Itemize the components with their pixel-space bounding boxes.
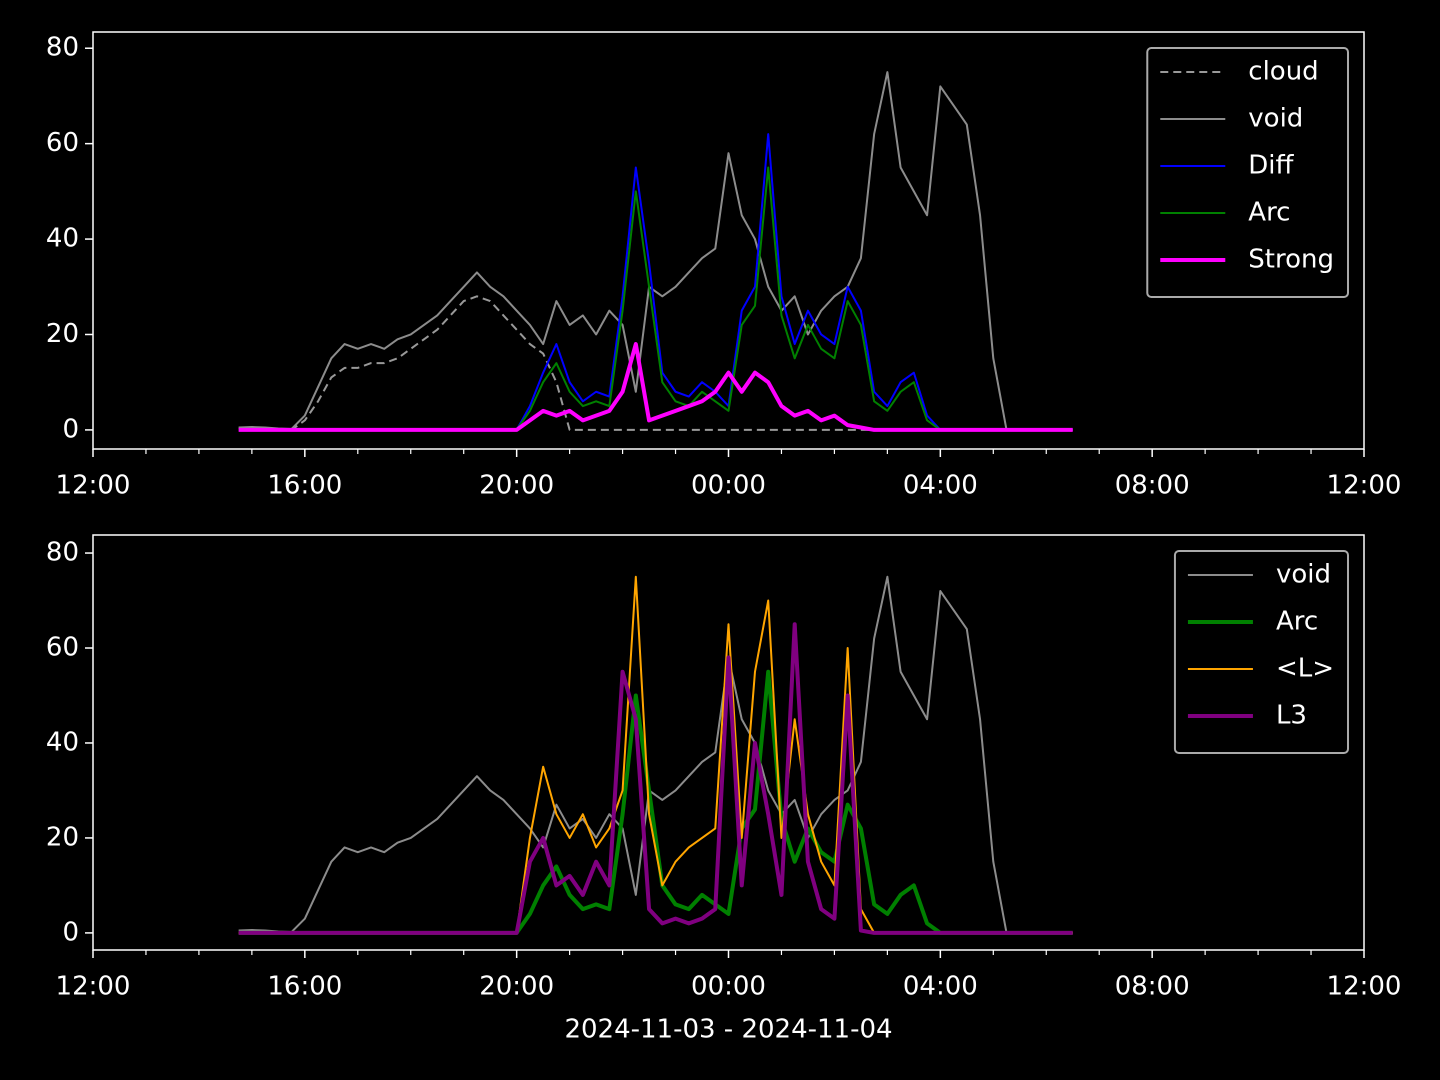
legend-label: <L> — [1276, 654, 1334, 684]
y-tick-label: 60 — [46, 633, 79, 663]
legend-label: void — [1248, 104, 1303, 134]
x-axis-label: 2024-11-03 - 2024-11-04 — [564, 1015, 892, 1045]
y-tick-label: 80 — [46, 33, 79, 63]
x-tick-label: 04:00 — [903, 471, 978, 501]
x-tick-label: 16:00 — [267, 471, 342, 501]
x-tick-label: 08:00 — [1115, 471, 1190, 501]
y-tick-label: 0 — [62, 917, 79, 947]
legend: void Arc <L> L3 — [1173, 550, 1349, 754]
y-tick-label: 20 — [46, 822, 79, 852]
x-tick-label: 12:00 — [1327, 471, 1402, 501]
legend-label: Diff — [1248, 151, 1294, 181]
x-tick-label: 20:00 — [479, 972, 554, 1002]
series-line — [238, 622, 1073, 935]
series-line — [238, 342, 1073, 432]
legend-label: Arc — [1248, 198, 1290, 228]
legend-label: Strong — [1248, 245, 1334, 275]
series-line — [238, 575, 1073, 934]
y-tick-label: 20 — [46, 319, 79, 349]
x-tick-label: 20:00 — [479, 471, 554, 501]
legend: cloud void Diff Arc Strong — [1146, 47, 1349, 298]
x-tick-label: 00:00 — [691, 972, 766, 1002]
x-tick-label: 08:00 — [1115, 972, 1190, 1002]
axes-frame — [92, 534, 1365, 951]
y-tick-label: 60 — [46, 128, 79, 158]
y-tick-label: 40 — [46, 224, 79, 254]
legend-label: void — [1276, 560, 1331, 590]
x-tick-label: 12:00 — [1327, 972, 1402, 1002]
legend-box — [1173, 550, 1349, 754]
x-tick-label: 12:00 — [56, 972, 131, 1002]
y-tick-label: 0 — [62, 414, 79, 444]
x-tick-label: 04:00 — [903, 972, 978, 1002]
legend-label: cloud — [1248, 57, 1318, 87]
y-tick-label: 80 — [46, 538, 79, 568]
legend-box — [1146, 47, 1349, 298]
legend-label: Arc — [1276, 607, 1318, 637]
axes-frame — [92, 31, 1365, 450]
series-line — [238, 71, 1073, 431]
legend-label: L3 — [1276, 701, 1307, 731]
x-tick-label: 00:00 — [691, 471, 766, 501]
y-tick-label: 40 — [46, 727, 79, 757]
x-tick-label: 16:00 — [267, 972, 342, 1002]
x-tick-label: 12:00 — [56, 471, 131, 501]
